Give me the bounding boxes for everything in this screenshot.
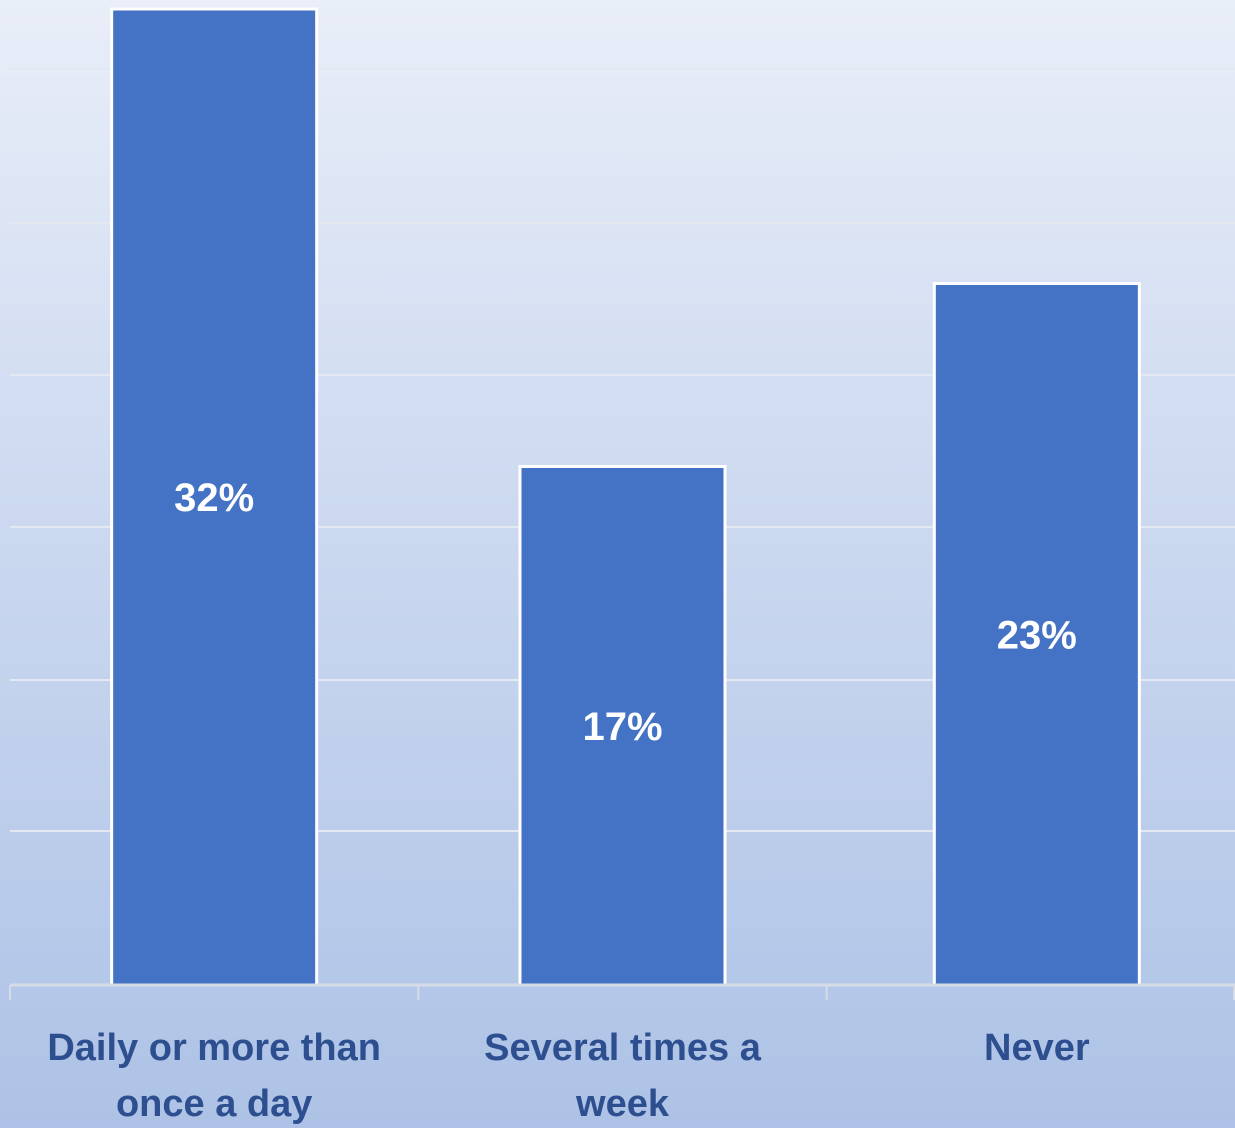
bar — [518, 465, 727, 987]
bar-value-label: 17% — [582, 705, 662, 749]
category-label: Daily or more than once a day — [47, 1027, 381, 1125]
bar-value-label: 32% — [174, 476, 254, 520]
category-label-line: Never — [984, 1027, 1090, 1069]
bar-value-label: 23% — [997, 613, 1077, 657]
category-label-line: week — [575, 1083, 670, 1125]
category-label: Never — [984, 1027, 1090, 1069]
category-labels: Daily or more than once a day Several time… — [47, 1027, 1090, 1125]
category-label: Several times a week — [484, 1027, 762, 1125]
category-label-line: Daily or more than — [47, 1027, 381, 1069]
data-labels: 32% 17% 23% — [174, 476, 1077, 749]
category-label-line: Several times a — [484, 1027, 762, 1069]
category-label-line: once a day — [116, 1083, 312, 1125]
bar — [932, 282, 1141, 987]
x-axis — [9, 983, 1235, 1000]
bars — [110, 7, 1141, 987]
